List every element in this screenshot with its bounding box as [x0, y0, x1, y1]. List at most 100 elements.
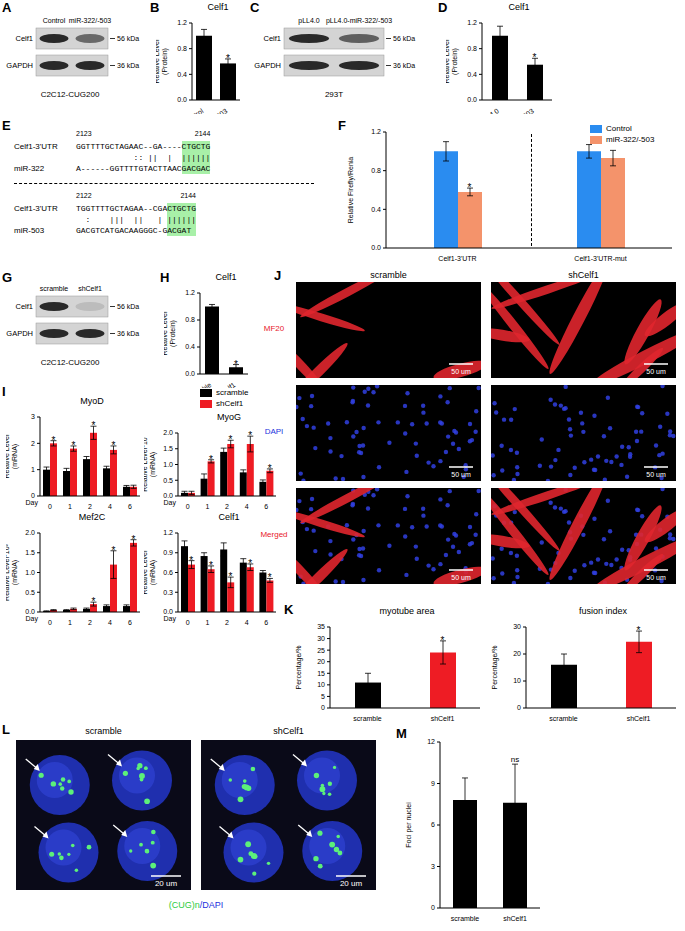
svg-text:4: 4 — [108, 503, 112, 510]
svg-text:5: 5 — [321, 693, 325, 700]
svg-text:0: 0 — [517, 704, 521, 711]
svg-text:6: 6 — [128, 503, 132, 510]
svg-text:Percentage/%: Percentage/% — [491, 646, 499, 690]
svg-text:1.2: 1.2 — [371, 128, 381, 135]
svg-text:1: 1 — [68, 503, 72, 510]
svg-text:56 kDa: 56 kDa — [393, 35, 415, 42]
svg-text:6: 6 — [264, 619, 268, 626]
svg-text:Celf1: Celf1 — [263, 34, 281, 43]
svg-text:50 um: 50 um — [646, 471, 666, 478]
svg-text:shCelf1: shCelf1 — [503, 915, 527, 922]
svg-text:20: 20 — [317, 658, 325, 665]
svg-text:10: 10 — [513, 677, 521, 684]
svg-text:0: 0 — [186, 619, 190, 626]
svg-text:6: 6 — [128, 619, 132, 626]
svg-text:*: * — [533, 52, 537, 63]
svg-text:Day: Day — [164, 615, 177, 623]
svg-text:*: * — [209, 560, 213, 571]
svg-text:3: 3 — [31, 413, 35, 420]
svg-text:2.0: 2.0 — [25, 529, 35, 536]
svg-text:*: * — [234, 359, 238, 370]
svg-text:0.0: 0.0 — [185, 370, 195, 377]
svg-text:35: 35 — [317, 623, 325, 630]
svg-text:miR-322/-503: miR-322/-503 — [190, 107, 229, 114]
svg-text:*: * — [112, 545, 116, 556]
svg-text:0.5: 0.5 — [163, 477, 173, 484]
svg-text:50 um: 50 um — [451, 574, 471, 581]
svg-text:0.8: 0.8 — [467, 45, 477, 52]
svg-text:pLL4.0-miR-322/-503: pLL4.0-miR-322/-503 — [326, 17, 392, 25]
svg-text:pLL4.0: pLL4.0 — [479, 107, 501, 114]
svg-text:50 um: 50 um — [451, 471, 471, 478]
svg-text:2: 2 — [225, 619, 229, 626]
svg-text:Celf1-3'UTR: Celf1-3'UTR — [438, 255, 476, 262]
svg-text:Celf1: Celf1 — [15, 34, 33, 43]
svg-text:*: * — [226, 53, 230, 64]
svg-text:scramble: scramble — [353, 715, 382, 722]
svg-text:1: 1 — [205, 619, 209, 626]
svg-text:0.0: 0.0 — [371, 244, 381, 251]
svg-text:36 kDa: 36 kDa — [393, 62, 415, 69]
svg-text:56 kDa: 56 kDa — [117, 35, 139, 42]
svg-text:1.5: 1.5 — [163, 445, 173, 452]
svg-text:Relative Firefly/Renia: Relative Firefly/Renia — [347, 157, 355, 224]
svg-text:Day: Day — [26, 499, 39, 507]
svg-text:*: * — [229, 434, 233, 445]
svg-text:15: 15 — [317, 670, 325, 677]
svg-text:50 um: 50 um — [646, 574, 666, 581]
svg-text:0.5: 0.5 — [25, 589, 35, 596]
svg-text:*: * — [248, 430, 252, 441]
svg-text:scramble: scramble — [451, 915, 480, 922]
svg-text:36 kDa: 36 kDa — [117, 330, 139, 337]
svg-text:0.9: 0.9 — [163, 549, 173, 556]
svg-text:Celf1-3'UTR-mut: Celf1-3'UTR-mut — [574, 255, 626, 262]
svg-text:0.0: 0.0 — [467, 96, 477, 103]
svg-text:2.0: 2.0 — [163, 429, 173, 436]
svg-text:Relative Level*10²(mRNA): Relative Level*10²(mRNA) — [8, 543, 19, 600]
svg-text:*: * — [441, 635, 445, 646]
svg-text:1.2: 1.2 — [177, 19, 187, 26]
svg-text:shCelf1: shCelf1 — [78, 285, 102, 292]
svg-text:*: * — [132, 534, 136, 545]
svg-text:*: * — [229, 571, 233, 582]
svg-text:scramble: scramble — [185, 381, 212, 388]
svg-text:Relative Level(mRNA): Relative Level(mRNA) — [144, 550, 157, 594]
svg-text:GAPDH: GAPDH — [254, 61, 281, 70]
svg-text:ns: ns — [511, 755, 519, 764]
svg-text:*: * — [637, 625, 641, 636]
svg-text:0.6: 0.6 — [163, 569, 173, 576]
svg-text:0: 0 — [321, 704, 325, 711]
svg-text:0: 0 — [431, 904, 435, 911]
svg-text:0.4: 0.4 — [371, 206, 381, 213]
svg-text:20 um: 20 um — [155, 879, 178, 888]
svg-text:1.5: 1.5 — [25, 549, 35, 556]
svg-text:scramble: scramble — [549, 715, 578, 722]
svg-text:*: * — [209, 454, 213, 465]
svg-text:50 um: 50 um — [646, 368, 666, 375]
svg-text:GAPDH: GAPDH — [8, 61, 33, 70]
svg-text:4: 4 — [245, 503, 249, 510]
svg-text:pLL4.0: pLL4.0 — [298, 17, 320, 25]
svg-text:0.4: 0.4 — [177, 71, 187, 78]
svg-text:2: 2 — [31, 440, 35, 447]
svg-text:Relative Level(mRNA): Relative Level(mRNA) — [8, 434, 19, 478]
svg-text:0.0: 0.0 — [163, 492, 173, 499]
svg-text:56 kDa: 56 kDa — [117, 303, 139, 310]
svg-text:pLL4.0-miR-322/-503: pLL4.0-miR-322/-503 — [477, 107, 536, 114]
svg-text:0: 0 — [48, 503, 52, 510]
svg-text:*: * — [268, 463, 272, 474]
svg-text:Control: Control — [43, 17, 66, 24]
svg-text:*: * — [92, 420, 96, 431]
svg-text:25: 25 — [317, 647, 325, 654]
svg-text:20 um: 20 um — [340, 879, 363, 888]
svg-text:10: 10 — [317, 681, 325, 688]
svg-text:Relative Level*10(mRNA): Relative Level*10(mRNA) — [144, 437, 157, 492]
svg-text:*: * — [112, 440, 116, 451]
svg-text:miR-322/-503: miR-322/-503 — [69, 17, 112, 24]
svg-text:Relative Level(Protein): Relative Level(Protein) — [156, 39, 169, 83]
svg-text:0.0: 0.0 — [177, 96, 187, 103]
svg-text:*: * — [72, 440, 76, 451]
svg-text:0.4: 0.4 — [185, 343, 195, 350]
svg-text:4: 4 — [245, 619, 249, 626]
svg-text:0.4: 0.4 — [467, 71, 477, 78]
